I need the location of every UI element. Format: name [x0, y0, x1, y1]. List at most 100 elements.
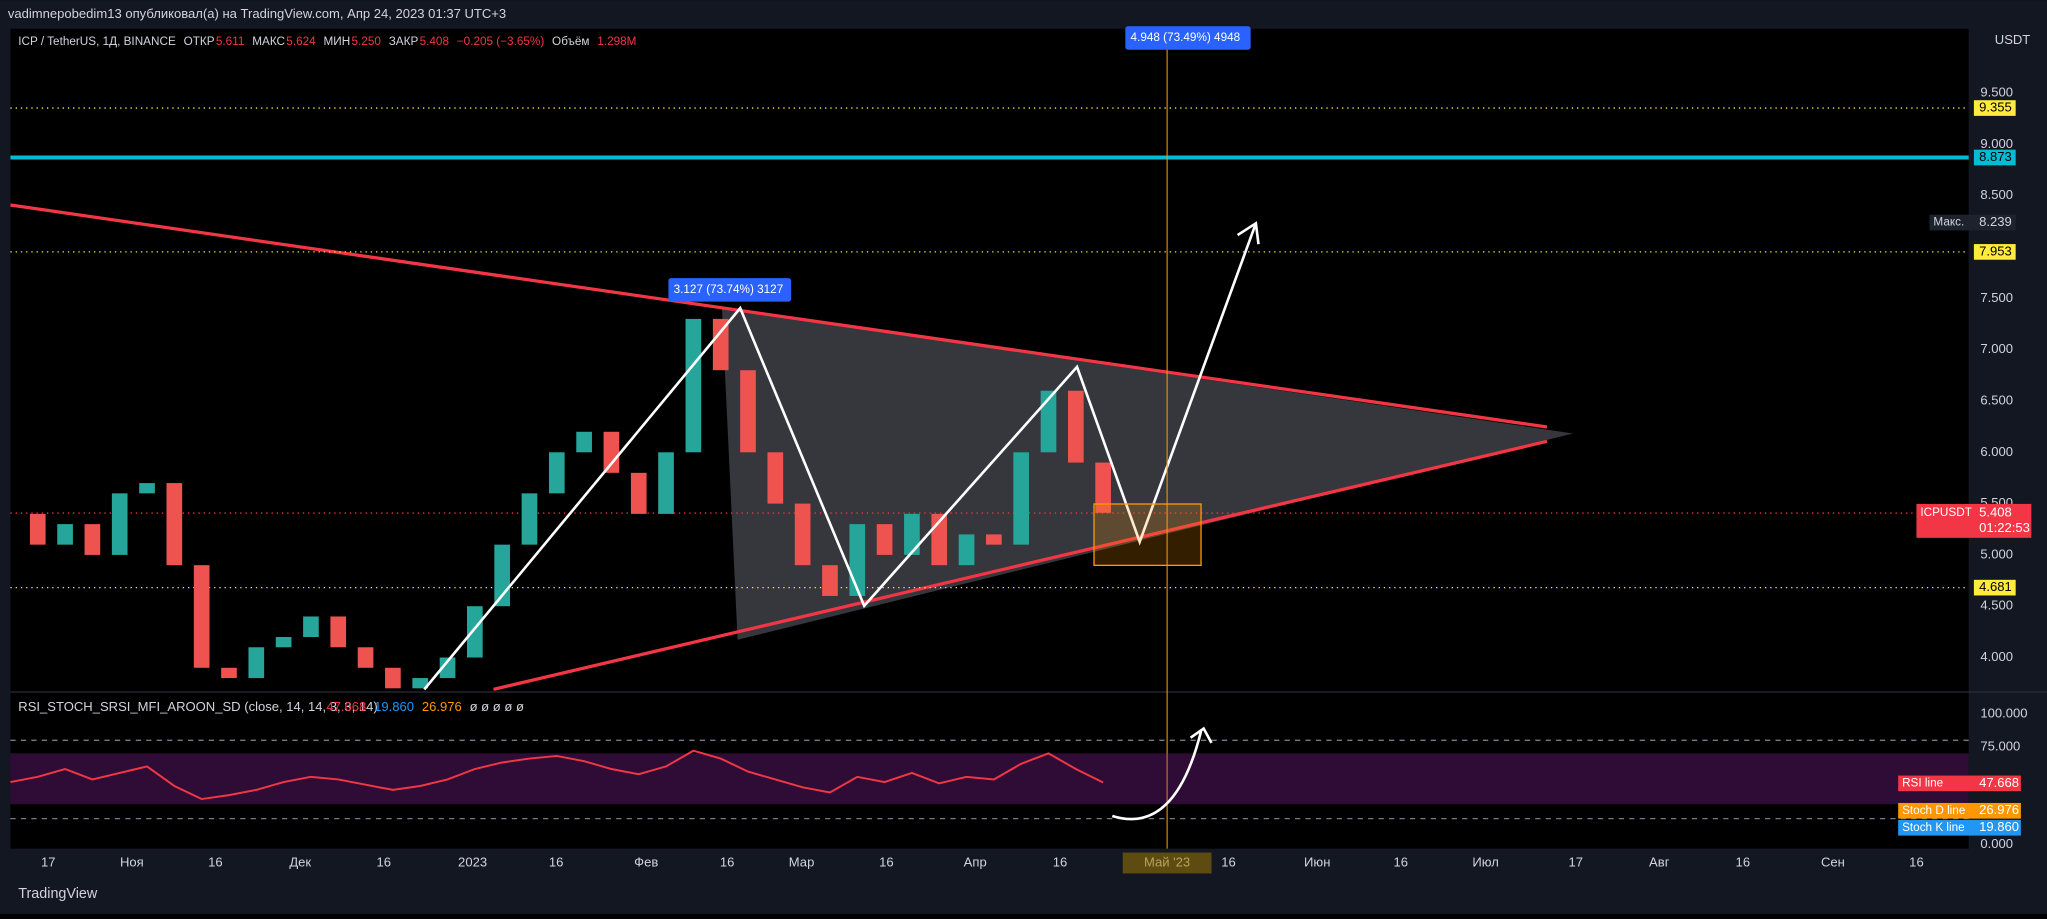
candle [548, 452, 565, 494]
indicator-tick-label: 0.000 [1980, 836, 2013, 851]
time-label: Апр [964, 854, 987, 869]
time-label: 16 [720, 854, 735, 869]
indicator-value: 47.668 [326, 699, 366, 714]
time-label: Июл [1472, 854, 1499, 869]
line-name: Stoch D line [1902, 804, 1965, 817]
candle [849, 524, 866, 596]
line-tag [1898, 802, 2021, 819]
last-label: 5.408 [1979, 504, 2012, 519]
candle [385, 667, 401, 689]
trend-upper [10, 203, 1548, 429]
price-level-label: 8.873 [1979, 149, 2012, 164]
legend-item: ЗАКР [389, 35, 419, 48]
indicator-tick-label: 100.000 [1980, 706, 2027, 721]
time-label: Май '23 [1144, 854, 1190, 869]
time-label: Дек [289, 854, 311, 869]
candle [193, 565, 210, 668]
line-tag [1898, 819, 2021, 836]
legend-item: ОТКР [184, 35, 215, 48]
price-level-tag [1973, 149, 2016, 166]
candle [904, 513, 920, 555]
indicator-value: 26.976 [422, 699, 462, 714]
candle [357, 647, 374, 668]
time-label: Июн [1304, 854, 1330, 869]
indicator-value: 19.860 [374, 699, 414, 714]
candle [57, 524, 73, 545]
candle [1040, 390, 1057, 453]
measure-tag [1125, 26, 1251, 50]
candle [467, 606, 483, 658]
price-level-label: 4.681 [1979, 579, 2012, 594]
candle [685, 318, 702, 453]
hint-arrow-head [1189, 726, 1213, 744]
time-label: 16 [377, 854, 392, 869]
legend-item: 1.298M [597, 35, 636, 48]
legend-item: 5.408 [420, 35, 450, 48]
zigzag [423, 222, 1258, 691]
candle [521, 493, 538, 545]
candle [275, 637, 292, 648]
price-level-tag [1973, 244, 2016, 260]
price-level-tag [1973, 579, 2016, 596]
max-label: 8.239 [1979, 214, 2012, 229]
candle [1013, 452, 1030, 545]
candle [767, 452, 784, 504]
indicator-title: RSI_STOCH_SRSI_MFI_AROON_SD (close, 14, … [18, 699, 377, 714]
price-tick-label: 4.000 [1980, 649, 2013, 664]
line-value: 47.668 [1979, 775, 2019, 790]
time-label: Авг [1649, 854, 1670, 869]
brand: TradingView [18, 886, 98, 902]
hint-arrow [1111, 730, 1203, 821]
time-label: 16 [549, 854, 564, 869]
legend-item: 5.250 [352, 35, 382, 48]
candle [658, 452, 674, 514]
trend-lower [493, 439, 1548, 691]
price-tick-label: 9.500 [1980, 85, 2013, 100]
legend-item: Объём [552, 35, 589, 48]
price-tick-label: 7.000 [1980, 341, 2013, 356]
line-name: RSI line [1902, 776, 1943, 789]
time-label: 16 [879, 854, 894, 869]
candle [221, 667, 237, 679]
price-tick-label: 6.500 [1980, 392, 2013, 407]
time-label: 16 [1394, 854, 1409, 869]
price-level-label: 7.953 [1979, 243, 2012, 258]
candle [794, 503, 811, 566]
legend-item: ICP / TetherUS, 1Д, BINANCE [18, 35, 176, 48]
time-label: Мар [789, 854, 815, 869]
candle [986, 534, 1002, 545]
legend-item: −0.205 (−3.65%) [457, 35, 545, 48]
candle [248, 647, 265, 679]
time-label: 17 [41, 854, 56, 869]
candle [712, 318, 729, 371]
candle [576, 431, 592, 453]
candle [603, 431, 620, 473]
candle [111, 493, 128, 555]
candle [822, 565, 838, 596]
price-tick-label: 9.000 [1980, 136, 2013, 151]
legend-item: 5.624 [286, 35, 316, 48]
measure-label: 4.948 (73.49%) 4948 [1131, 31, 1241, 44]
time-label: 16 [208, 854, 223, 869]
price-tick-label: 6.000 [1980, 444, 2013, 459]
price-tick-label: 8.500 [1980, 187, 2013, 202]
candle [84, 524, 101, 555]
arrow-head [1236, 221, 1260, 245]
candle [139, 483, 155, 494]
last-price-tag [1916, 503, 2032, 538]
measure-label: 3.127 (73.74%) 3127 [674, 283, 784, 296]
last-symbol: ICPUSDT [1920, 506, 1972, 519]
price-level-tag [1973, 100, 2016, 116]
time-label: 16 [1736, 854, 1751, 869]
time-label: Ноя [120, 854, 144, 869]
candle [330, 616, 347, 648]
candle [303, 616, 319, 638]
time-label: Фев [634, 854, 658, 869]
candle [1095, 462, 1111, 513]
line-name: Stoch K line [1902, 821, 1965, 834]
candle [166, 483, 183, 566]
time-label: 16 [1221, 854, 1236, 869]
time-label: 16 [1053, 854, 1068, 869]
line-value: 19.860 [1979, 819, 2019, 834]
